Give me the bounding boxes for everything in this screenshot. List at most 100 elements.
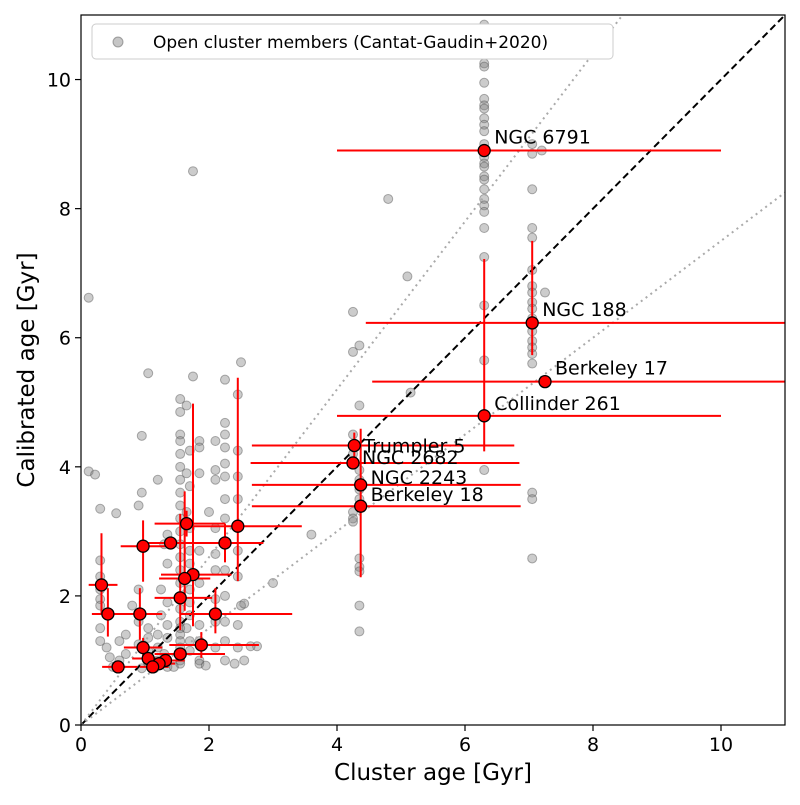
cluster-label: Collinder 261 [494, 393, 621, 415]
member-point [175, 406, 186, 417]
cluster-markers-layer [94, 143, 552, 674]
cluster-marker [163, 536, 178, 550]
cluster-marker [136, 539, 150, 553]
member-point [245, 641, 256, 652]
member-point [220, 471, 230, 482]
member-point [127, 600, 138, 611]
member-point [354, 553, 365, 564]
member-point [220, 458, 230, 469]
member-point [220, 374, 230, 385]
legend-box [91, 23, 614, 60]
member-point [136, 487, 147, 498]
member-point [479, 171, 490, 182]
plot-frame [80, 14, 786, 726]
member-point [175, 429, 186, 440]
cluster-marker [477, 143, 491, 158]
member-point [143, 368, 154, 379]
cluster-label: NGC 2682 [362, 447, 459, 469]
member-point [402, 271, 413, 282]
member-point [181, 468, 192, 479]
cluster-marker [136, 640, 150, 655]
member-point [200, 660, 211, 671]
member-point [540, 287, 550, 298]
y-tick-label: 4 [59, 457, 71, 479]
member-point [479, 206, 490, 217]
member-point [104, 652, 115, 663]
cluster-marker [347, 438, 361, 453]
cluster-label: Berkeley 18 [371, 484, 484, 506]
member-point [194, 442, 205, 453]
member-point [120, 649, 131, 659]
member-point [479, 193, 490, 204]
member-point [239, 598, 250, 609]
member-point [204, 507, 214, 517]
member-point [194, 436, 205, 446]
member-point [152, 629, 163, 640]
cluster-marker [231, 519, 245, 533]
member-point [220, 442, 230, 453]
y-tick-label: 6 [59, 328, 71, 350]
member-point [479, 126, 490, 137]
member-point [479, 200, 490, 211]
member-point [181, 623, 192, 634]
member-point [111, 508, 122, 519]
cluster-marker [179, 516, 194, 531]
member-point [133, 584, 144, 595]
member-point [348, 429, 358, 440]
member-point [83, 466, 94, 477]
cluster-marker [208, 607, 223, 621]
member-point [479, 223, 490, 233]
member-point [479, 158, 490, 169]
cluster-marker [173, 591, 187, 605]
member-point [194, 468, 205, 479]
cluster-marker [146, 660, 160, 674]
member-point [354, 400, 365, 411]
cluster-marker [178, 571, 192, 586]
member-point [95, 636, 106, 647]
member-point [348, 513, 358, 524]
member-point [348, 306, 358, 317]
y-tick-label: 0 [59, 715, 71, 737]
member-point [188, 166, 198, 177]
cluster-marker [173, 647, 187, 661]
member-point [175, 448, 186, 459]
member-point [210, 565, 221, 576]
legend-marker [112, 36, 124, 48]
member-point [383, 193, 394, 204]
cluster-marker [101, 607, 115, 621]
member-point [220, 616, 230, 627]
member-point [527, 494, 538, 505]
member-point [306, 529, 317, 540]
cluster-label: NGC 6791 [494, 127, 591, 149]
member-point [133, 500, 144, 511]
member-point [194, 619, 205, 630]
member-point [220, 494, 230, 505]
member-point [479, 174, 490, 185]
cluster-marker [525, 316, 539, 330]
member-point [479, 161, 490, 172]
member-point [175, 461, 186, 472]
cluster-marker [194, 638, 208, 652]
x-axis: 0 2 4 6 8 10 [75, 725, 733, 756]
legend-label: Open cluster members (Cantat-Gaudin+2020… [153, 33, 548, 53]
one-to-one-line [81, 15, 785, 725]
member-point [83, 292, 94, 303]
cluster-marker [94, 578, 109, 592]
member-point [479, 113, 490, 124]
x-tick-label: 0 [75, 734, 87, 756]
member-point [210, 523, 221, 534]
member-point [162, 619, 173, 630]
member-point [194, 658, 205, 669]
member-point [527, 223, 538, 233]
x-tick-label: 4 [331, 734, 343, 756]
member-point [220, 655, 230, 666]
member-point [527, 139, 538, 150]
member-point [527, 184, 538, 195]
member-point [95, 503, 106, 514]
cluster-marker [354, 499, 368, 513]
cluster-marker [133, 607, 147, 621]
member-point [348, 346, 358, 357]
y-axis-title: Calibrated age [Gyr] [14, 252, 40, 487]
member-point [479, 184, 490, 195]
